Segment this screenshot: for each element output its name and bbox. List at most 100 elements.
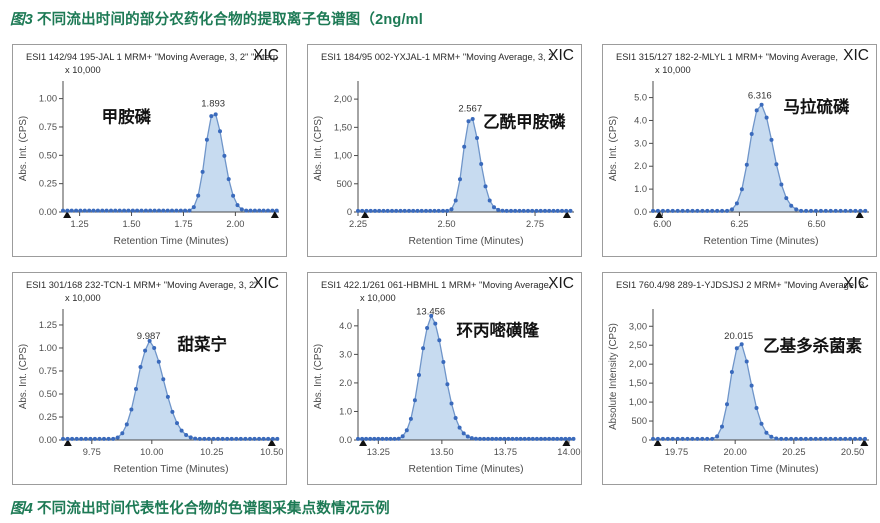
data-point: [248, 436, 252, 441]
data-point: [122, 208, 127, 213]
data-point: [117, 208, 122, 213]
data-point: [184, 433, 189, 437]
data-point: [193, 436, 198, 441]
data-point: [360, 436, 365, 441]
data-point: [156, 359, 161, 364]
data-point: [838, 436, 843, 441]
data-point: [441, 208, 445, 213]
data-point: [853, 208, 858, 213]
x-tick-label: 10.50: [260, 447, 283, 457]
data-point: [700, 208, 705, 213]
data-point: [518, 436, 523, 441]
data-point: [655, 208, 660, 213]
data-point: [526, 436, 531, 441]
compound-name: 甲胺磷: [102, 106, 152, 126]
data-point: [779, 182, 784, 187]
x-tick-label: 1.75: [174, 219, 192, 229]
integration-marker: [655, 211, 664, 218]
data-point: [534, 208, 539, 213]
figure4-caption: 图4 不同流出时间代表性化合物的色谱图采集点数情况示例: [10, 497, 390, 518]
data-point: [356, 208, 360, 213]
data-point: [466, 119, 471, 124]
data-point: [670, 208, 675, 213]
data-point: [547, 436, 552, 441]
x-tick-label: 13.50: [430, 447, 453, 457]
data-point: [238, 436, 243, 441]
x-tick-label: 6.50: [807, 219, 825, 229]
data-point: [530, 208, 535, 213]
data-point: [764, 430, 769, 435]
data-point: [789, 436, 794, 441]
data-point: [462, 144, 467, 149]
data-point: [858, 436, 863, 441]
data-point: [432, 208, 437, 213]
integration-marker: [855, 211, 864, 218]
y-tick-label: 1.00: [39, 94, 57, 104]
data-point: [843, 436, 848, 441]
data-point: [196, 193, 201, 198]
y-axis-title: Abs. Int. (CPS): [18, 116, 29, 181]
data-point: [191, 205, 196, 210]
data-point: [794, 207, 799, 212]
data-point: [79, 436, 84, 441]
data-point: [799, 208, 804, 213]
figure4-title-text: 不同流出时间代表性化合物的色谱图采集点数情况示例: [36, 501, 390, 517]
data-point: [530, 436, 535, 441]
data-point: [490, 436, 495, 441]
data-point: [143, 208, 148, 213]
data-point: [266, 208, 270, 213]
data-point: [833, 208, 838, 213]
data-point: [200, 169, 205, 174]
data-point: [70, 436, 75, 441]
data-point: [803, 436, 808, 441]
data-point: [660, 208, 665, 213]
data-point: [170, 409, 175, 414]
data-point: [216, 436, 220, 441]
peak-area: [653, 104, 866, 212]
x-tick-label: 1.50: [122, 219, 140, 229]
chromatogram-panel-cyclosulfamuron: ESI1 422.1/261 061-HBMHL 1 MRM+ "Moving …: [307, 272, 582, 485]
data-point: [730, 207, 734, 212]
data-point: [818, 436, 823, 441]
data-point: [720, 208, 725, 213]
data-point: [261, 436, 266, 441]
data-point: [257, 208, 262, 213]
data-point: [113, 208, 118, 213]
data-point: [705, 208, 710, 213]
y-tick-label: 1.25: [39, 320, 57, 330]
peak-area: [358, 119, 571, 212]
data-point: [547, 208, 552, 213]
data-point: [858, 208, 863, 213]
data-point: [470, 117, 475, 121]
data-point: [453, 198, 458, 203]
data-point: [429, 313, 434, 318]
data-point: [135, 208, 140, 213]
data-point: [364, 208, 369, 213]
data-point: [483, 184, 488, 189]
data-point: [725, 402, 729, 407]
data-point: [690, 208, 695, 213]
data-point: [364, 436, 369, 441]
y-tick-label: 1,50: [629, 378, 647, 388]
integration-marker: [267, 439, 276, 446]
data-point: [234, 436, 239, 441]
figure3-number: 图3: [10, 12, 33, 28]
data-point: [700, 436, 705, 441]
data-point: [65, 208, 70, 213]
data-point: [360, 208, 365, 213]
y-tick-label: 1.00: [39, 343, 57, 353]
integration-marker: [63, 211, 72, 218]
data-point: [568, 208, 573, 213]
data-point: [665, 208, 670, 213]
data-point: [97, 436, 102, 441]
data-point: [218, 129, 222, 134]
data-point: [510, 436, 515, 441]
data-point: [449, 401, 454, 406]
x-tick-label: 20.25: [782, 447, 805, 457]
y-tick-label: 0.25: [39, 179, 57, 189]
data-point: [138, 365, 143, 369]
data-point: [720, 424, 724, 429]
x-axis-title: Retention Time (Minutes): [703, 464, 818, 475]
xic-label: XIC: [548, 275, 574, 292]
